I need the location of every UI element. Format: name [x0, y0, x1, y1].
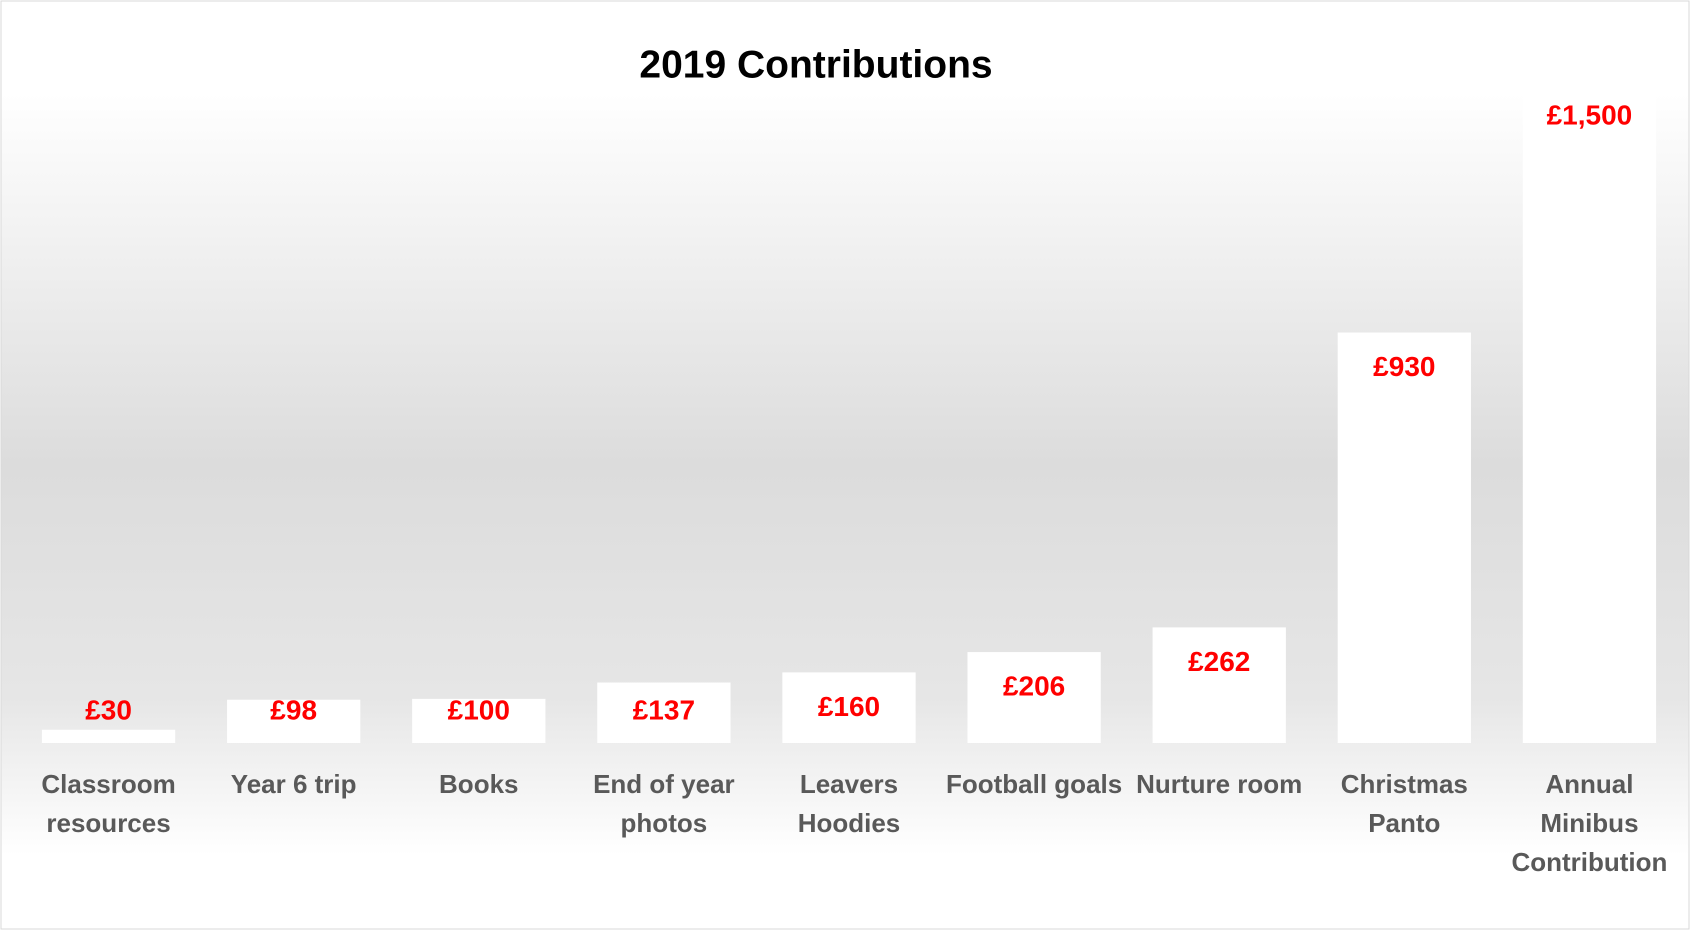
bar: [597, 682, 731, 743]
bar: [967, 652, 1101, 743]
data-label: £98: [270, 694, 317, 725]
x-tick-label: Year 6 trip: [230, 769, 357, 799]
data-label: £1,500: [1547, 99, 1633, 130]
data-label: £160: [818, 691, 880, 722]
bar: [227, 699, 361, 743]
data-label: £30: [85, 694, 132, 725]
bar: [1522, 81, 1657, 743]
data-label: £206: [1003, 670, 1065, 701]
x-tick-label: Leavers Hoodies: [797, 769, 901, 838]
data-label: £262: [1188, 646, 1250, 677]
data-label: £137: [633, 694, 695, 725]
x-tick-label: Nurture room: [1136, 769, 1303, 799]
x-tick-label: Books: [439, 769, 519, 799]
chart-title: 2019 Contributions: [639, 43, 992, 86]
x-tick-label: Classroom resources: [41, 769, 176, 838]
bar: [41, 729, 176, 743]
bar: [1337, 332, 1471, 743]
bar: [1152, 627, 1286, 743]
x-tick-label: Christmas Panto: [1340, 769, 1468, 838]
data-label: £100: [448, 694, 510, 725]
x-tick-label: End of year photos: [593, 769, 735, 838]
bar: [782, 672, 916, 743]
x-tick-label: Annual Minibus Contribution: [1511, 769, 1668, 877]
x-tick-label: Football goals: [945, 769, 1123, 799]
data-label: £930: [1373, 351, 1435, 382]
bar: [412, 698, 546, 743]
